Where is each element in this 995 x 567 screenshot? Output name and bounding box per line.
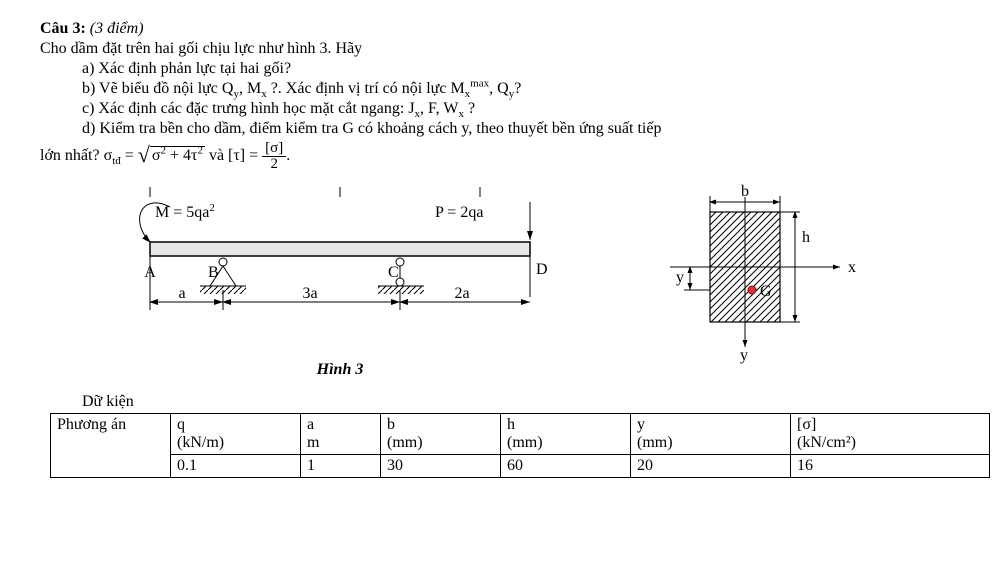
beam-svg: A B C D M = 5qa2 P = 2qa (100, 182, 580, 352)
val-h: 60 (501, 454, 631, 477)
item-a: a) Xác định phản lực tại hai gối? (40, 60, 955, 78)
figure-caption: Hình 3 (100, 361, 580, 379)
dim-a: a (178, 285, 185, 302)
formula: lớn nhất? σtđ = √σ2 + 4τ2 và [τ] = [σ]2. (40, 140, 955, 172)
val-a: 1 (301, 454, 381, 477)
axis-y: y (740, 347, 748, 364)
support-C (378, 258, 424, 294)
dim-h: h (802, 229, 810, 246)
G-label: G (760, 283, 772, 300)
y-label: y (676, 269, 684, 286)
figure-row: A B C D M = 5qa2 P = 2qa (40, 182, 955, 379)
col-variant: Phương án (51, 413, 171, 477)
val-q: 0.1 (171, 454, 301, 477)
item-d: d) Kiểm tra bền cho dầm, điểm kiểm tra G… (40, 120, 955, 138)
question-score: (3 điểm) (90, 20, 144, 37)
val-sigma: 16 (791, 454, 990, 477)
val-y: 20 (631, 454, 791, 477)
dim-b: b (741, 183, 749, 200)
data-label: Dữ kiện (40, 393, 955, 411)
dim-2a: 2a (454, 285, 469, 302)
moment-label: M = 5qa2 (155, 202, 215, 221)
label-D: D (536, 261, 548, 278)
item-c: c) Xác định các đặc trưng hình học mặt c… (40, 100, 955, 118)
label-B: B (208, 264, 219, 281)
question-prompt: Cho dầm đặt trên hai gối chịu lực như hì… (40, 40, 955, 58)
beam-figure: A B C D M = 5qa2 P = 2qa (100, 182, 580, 379)
force-label: P = 2qa (435, 204, 483, 221)
support-B (200, 258, 246, 294)
label-C: C (388, 264, 399, 281)
cross-section-figure: x y b h y G (620, 182, 880, 367)
dim-3a: 3a (302, 285, 317, 302)
val-b: 30 (381, 454, 501, 477)
question-title: Câu 3: (40, 20, 86, 37)
data-table: Phương án q(kN/m) am b(mm) h(mm) y(mm) [… (50, 413, 990, 478)
axis-x: x (848, 259, 856, 276)
item-b: b) Vẽ biểu đồ nội lực Qy, Mx ?. Xác định… (40, 80, 955, 98)
section-svg: x y b h y G (620, 182, 880, 362)
